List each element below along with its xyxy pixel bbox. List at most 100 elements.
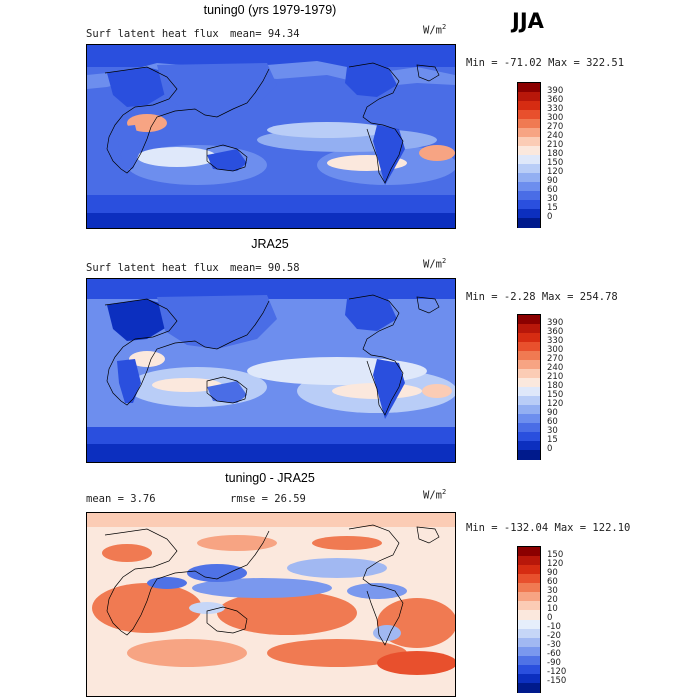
colorbar-swatch bbox=[518, 601, 540, 611]
panel3-map bbox=[86, 512, 456, 697]
colorbar-level-label: 390 bbox=[547, 317, 564, 328]
panel1-map-svg bbox=[87, 45, 455, 228]
colorbar-level-label: 120 bbox=[547, 398, 564, 409]
colorbar-level-label: 150 bbox=[547, 157, 564, 168]
colorbar-level-label: -90 bbox=[547, 658, 561, 669]
colorbar-swatch bbox=[518, 682, 540, 693]
colorbar-level-label: -120 bbox=[547, 667, 567, 678]
colorbar-level-label: 30 bbox=[547, 425, 558, 436]
colorbar-level-label: 0 bbox=[547, 613, 553, 623]
colorbar-swatch bbox=[518, 592, 540, 602]
colorbar-swatch bbox=[518, 619, 540, 630]
colorbar-swatch bbox=[518, 574, 540, 584]
panel1-mean-label: mean= 94.34 bbox=[230, 28, 300, 40]
colorbar-swatch bbox=[518, 128, 540, 138]
colorbar-level-label: 150 bbox=[547, 549, 564, 560]
colorbar-swatch bbox=[518, 101, 540, 111]
panel2-colorbar bbox=[517, 314, 541, 460]
colorbar-swatch bbox=[518, 137, 540, 147]
colorbar-level-label: 210 bbox=[547, 371, 564, 382]
colorbar-swatch bbox=[518, 565, 540, 575]
colorbar-level-label: 240 bbox=[547, 130, 564, 141]
panel2-minmax: Min = -2.28 Max = 254.78 bbox=[466, 291, 618, 303]
panel3-title: tuning0 - JRA25 bbox=[225, 471, 315, 485]
colorbar-level-label: -150 bbox=[547, 676, 567, 687]
colorbar-swatch bbox=[518, 369, 540, 379]
colorbar-level-label: 360 bbox=[547, 94, 564, 105]
colorbar-level-label: 60 bbox=[547, 576, 558, 587]
colorbar-swatch bbox=[518, 646, 540, 657]
colorbar-swatch bbox=[518, 441, 540, 451]
colorbar-swatch bbox=[518, 673, 540, 684]
panel3-map-svg bbox=[87, 513, 455, 696]
panel3-minmax: Min = -132.04 Max = 122.10 bbox=[466, 522, 631, 534]
colorbar-level-label: -30 bbox=[547, 640, 561, 651]
panel3-mean-label: mean = 3.76 bbox=[86, 493, 156, 505]
colorbar-swatch bbox=[518, 351, 540, 361]
colorbar-level-label: 0 bbox=[547, 443, 553, 454]
colorbar-level-label: 30 bbox=[547, 585, 558, 596]
colorbar-swatch bbox=[518, 146, 540, 156]
panel2-map-svg bbox=[87, 279, 455, 462]
panel3-rmse-label: rmse = 26.59 bbox=[230, 493, 306, 505]
panel2-mean-label: mean= 90.58 bbox=[230, 262, 300, 274]
colorbar-swatch bbox=[518, 360, 540, 370]
colorbar-swatch bbox=[518, 405, 540, 415]
colorbar-swatch bbox=[518, 200, 540, 210]
colorbar-level-label: 60 bbox=[547, 416, 558, 427]
colorbar-level-label: 300 bbox=[547, 344, 564, 355]
panel2-units: W/m2 bbox=[423, 257, 447, 271]
colorbar-swatch bbox=[518, 664, 540, 675]
panel3-units: W/m2 bbox=[423, 488, 447, 502]
colorbar-level-label: 180 bbox=[547, 380, 564, 391]
panel1-variable-label: Surf latent heat flux bbox=[86, 28, 219, 40]
colorbar-swatch bbox=[518, 119, 540, 129]
colorbar-swatch bbox=[518, 209, 540, 219]
colorbar-level-label: 90 bbox=[547, 175, 558, 186]
colorbar-level-label: -20 bbox=[547, 631, 561, 642]
panel1-colorbar bbox=[517, 82, 541, 228]
colorbar-swatch bbox=[518, 583, 540, 593]
panel1-units: W/m2 bbox=[423, 23, 447, 37]
colorbar-level-label: 390 bbox=[547, 85, 564, 96]
colorbar-level-label: 120 bbox=[547, 166, 564, 177]
colorbar-swatch bbox=[518, 218, 540, 228]
colorbar-level-label: 90 bbox=[547, 407, 558, 418]
colorbar-swatch bbox=[518, 414, 540, 424]
panel2-map bbox=[86, 278, 456, 463]
colorbar-swatch bbox=[518, 110, 540, 120]
colorbar-level-label: 210 bbox=[547, 139, 564, 150]
panel3-colorbar bbox=[517, 546, 541, 693]
colorbar-level-label: -60 bbox=[547, 649, 561, 660]
colorbar-swatch bbox=[518, 655, 540, 666]
colorbar-swatch bbox=[518, 164, 540, 174]
colorbar-level-label: 90 bbox=[547, 567, 558, 578]
colorbar-swatch bbox=[518, 378, 540, 388]
colorbar-level-label: 20 bbox=[547, 594, 558, 605]
colorbar-swatch bbox=[518, 450, 540, 460]
colorbar-swatch bbox=[518, 92, 540, 102]
colorbar-swatch bbox=[518, 155, 540, 165]
colorbar-swatch bbox=[518, 333, 540, 343]
colorbar-swatch bbox=[518, 315, 540, 325]
panel2-title: JRA25 bbox=[251, 237, 289, 251]
colorbar-swatch bbox=[518, 610, 540, 620]
colorbar-level-label: 270 bbox=[547, 121, 564, 132]
colorbar-swatch bbox=[518, 191, 540, 201]
colorbar-level-label: 150 bbox=[547, 389, 564, 400]
colorbar-swatch bbox=[518, 423, 540, 433]
colorbar-level-label: 330 bbox=[547, 335, 564, 346]
colorbar-swatch bbox=[518, 432, 540, 442]
colorbar-level-label: 360 bbox=[547, 326, 564, 337]
colorbar-swatch bbox=[518, 342, 540, 352]
colorbar-swatch bbox=[518, 637, 540, 648]
panel1-title: tuning0 (yrs 1979-1979) bbox=[203, 3, 337, 17]
colorbar-level-label: -10 bbox=[547, 622, 561, 633]
colorbar-level-label: 240 bbox=[547, 362, 564, 373]
colorbar-swatch bbox=[518, 556, 540, 566]
colorbar-level-label: 30 bbox=[547, 193, 558, 204]
colorbar-level-label: 60 bbox=[547, 184, 558, 195]
colorbar-swatch bbox=[518, 83, 540, 93]
colorbar-swatch bbox=[518, 396, 540, 406]
colorbar-level-label: 300 bbox=[547, 112, 564, 123]
